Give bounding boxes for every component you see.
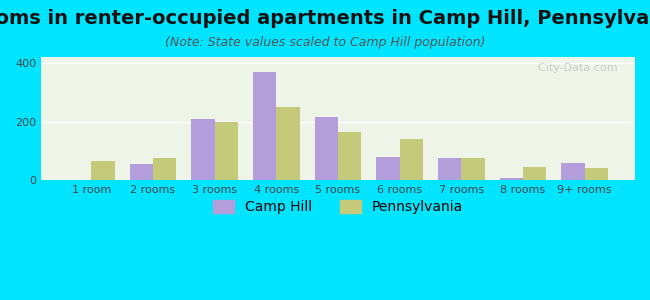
Bar [153, 158, 177, 180]
Bar [400, 139, 423, 180]
Bar [438, 158, 462, 180]
Bar [315, 117, 338, 180]
Bar [499, 178, 523, 180]
Bar [129, 164, 153, 180]
Bar [191, 118, 214, 180]
Bar [376, 157, 400, 180]
Bar [523, 167, 547, 180]
Bar [584, 168, 608, 180]
Bar [276, 107, 300, 180]
Bar [92, 161, 115, 180]
Bar [561, 163, 584, 180]
Legend: Camp Hill, Pennsylvania: Camp Hill, Pennsylvania [207, 195, 469, 220]
Text: (Note: State values scaled to Camp Hill population): (Note: State values scaled to Camp Hill … [165, 36, 485, 49]
Text: City-Data.com: City-Data.com [530, 63, 618, 73]
Text: Rooms in renter-occupied apartments in Camp Hill, Pennsylvania: Rooms in renter-occupied apartments in C… [0, 9, 650, 28]
Bar [214, 122, 238, 180]
Bar [253, 72, 276, 180]
Bar [338, 132, 361, 180]
Bar [462, 158, 485, 180]
